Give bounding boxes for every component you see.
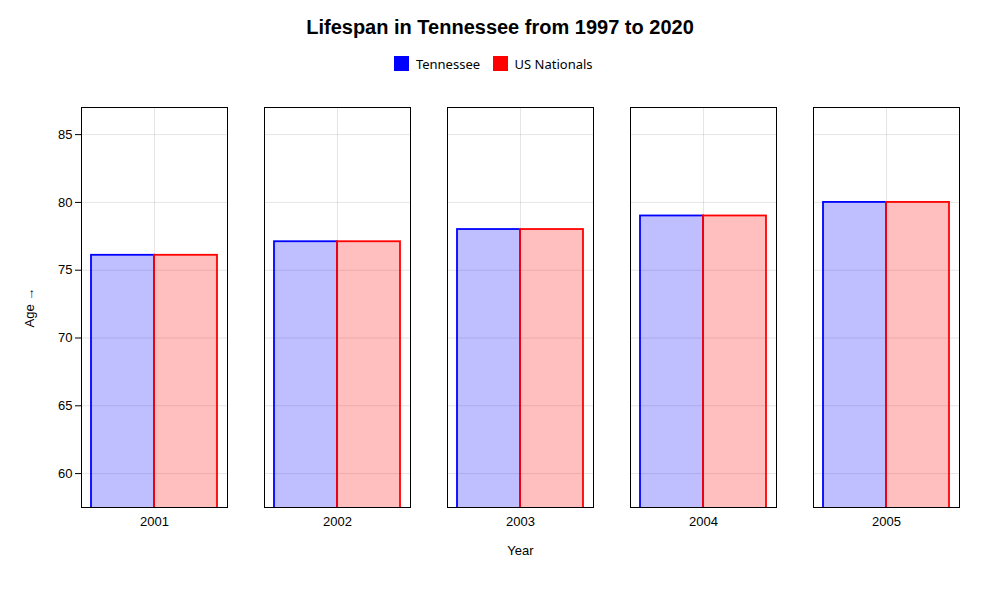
svg-text:2004: 2004 (689, 513, 718, 528)
svg-text:2001: 2001 (140, 513, 169, 528)
svg-text:Age →: Age → (22, 287, 37, 327)
html-text:Tennessee: Tennessee (415, 54, 481, 73)
svg-text:60: 60 (58, 465, 72, 480)
svg-text:Year: Year (507, 542, 534, 557)
svg-text:65: 65 (58, 397, 72, 412)
html-text:Lifespan in Tennessee from 199: Lifespan in Tennessee from 1997 to 2020 (306, 16, 694, 38)
html-text:US Nationals: US Nationals (514, 54, 593, 73)
svg-text:80: 80 (58, 194, 72, 209)
svg-text:70: 70 (58, 330, 72, 345)
svg-text:75: 75 (58, 262, 72, 277)
svg-text:2003: 2003 (506, 513, 535, 528)
svg-text:85: 85 (58, 126, 72, 141)
svg-text:2005: 2005 (872, 513, 901, 528)
svg-text:2002: 2002 (323, 513, 352, 528)
